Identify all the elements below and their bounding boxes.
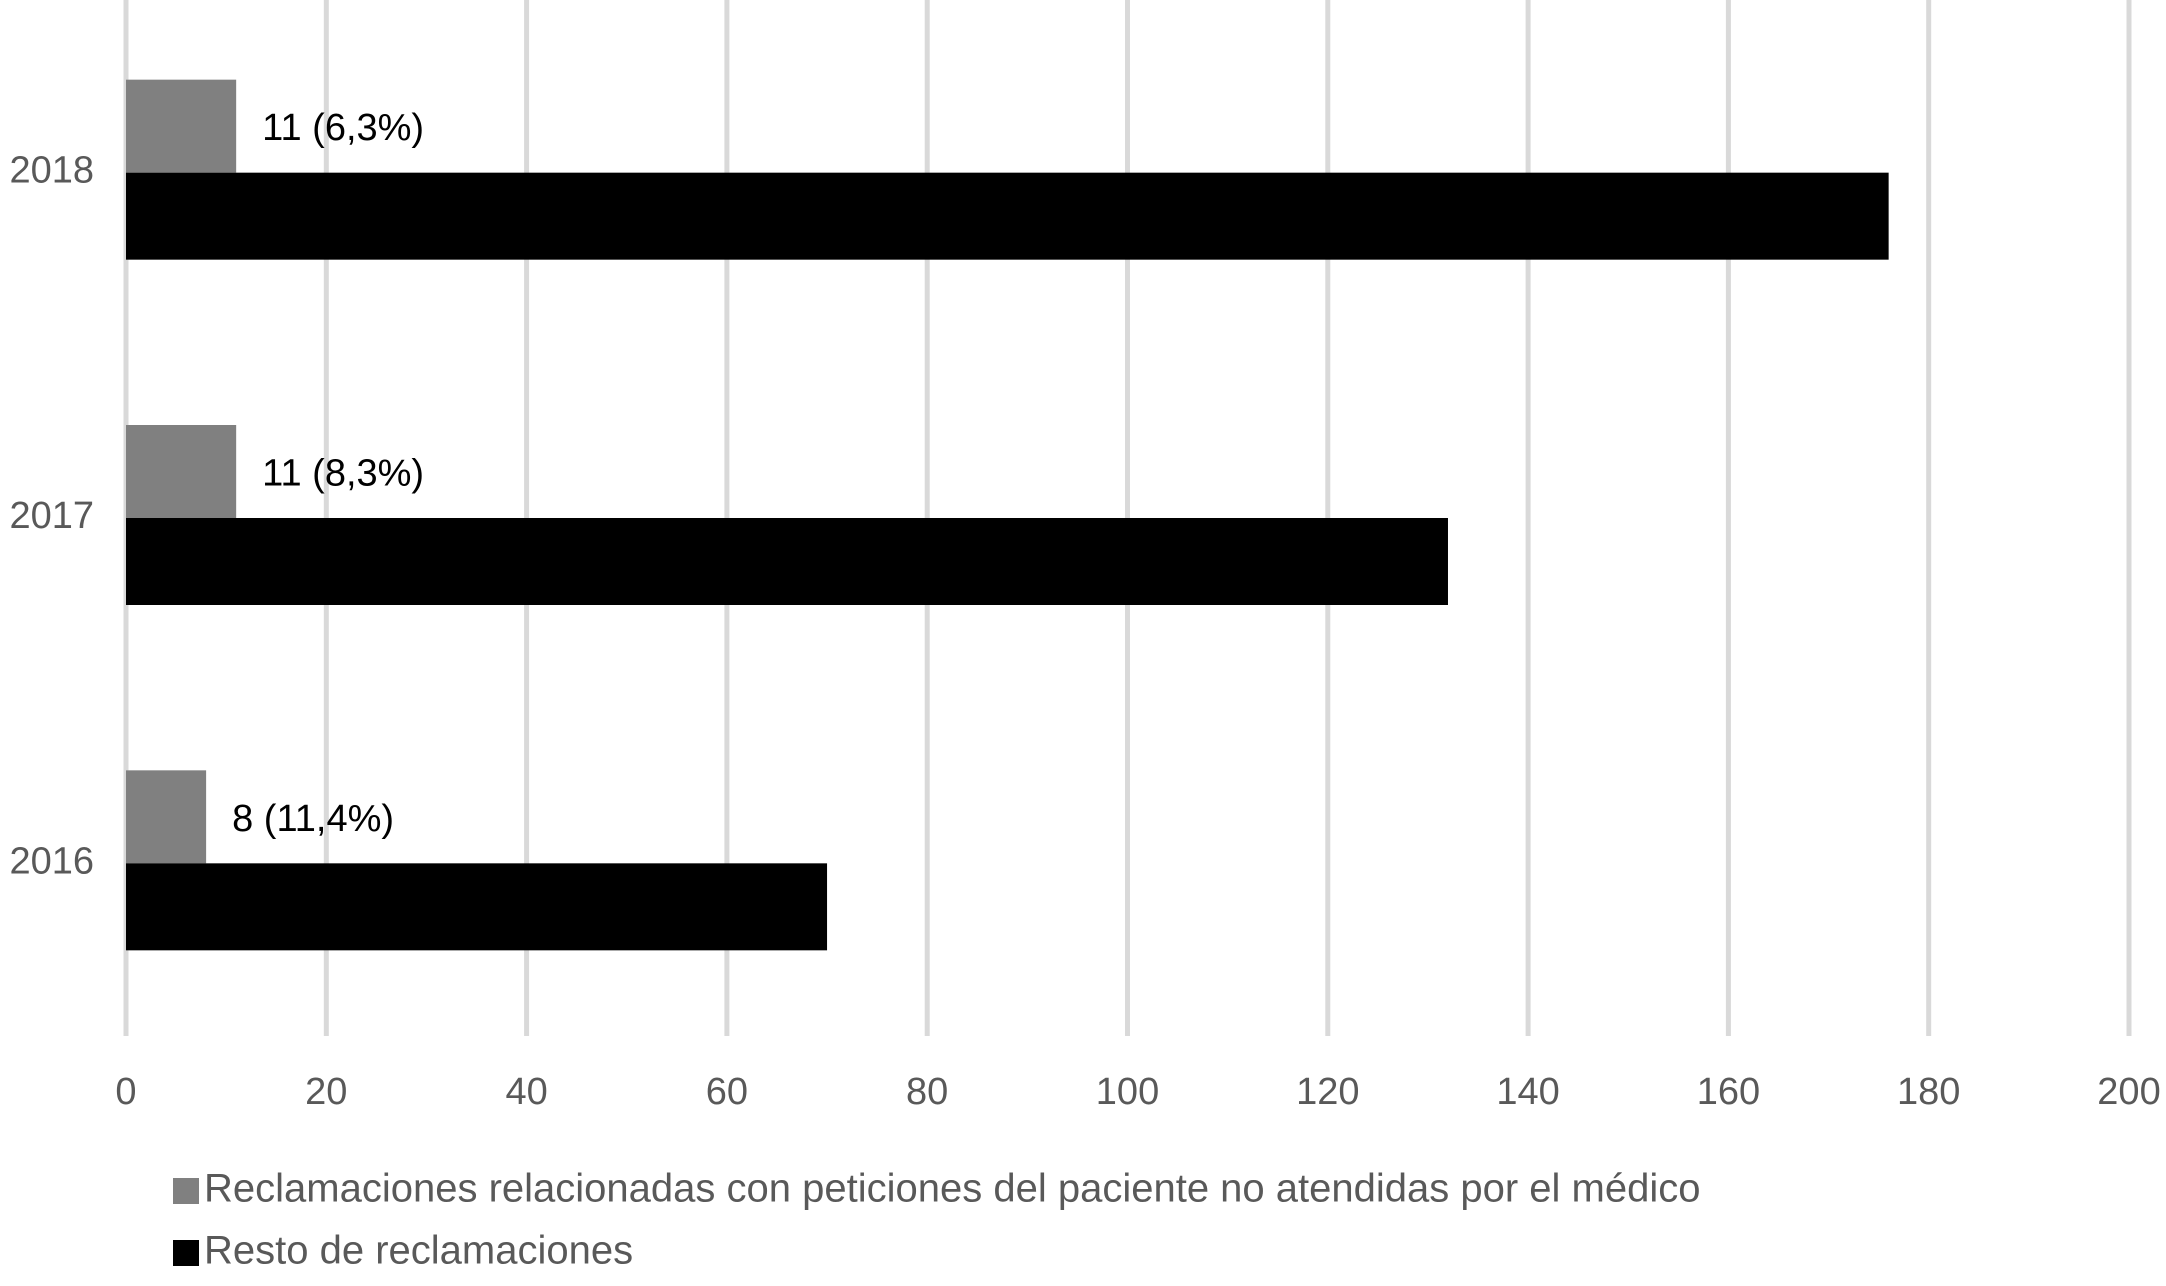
x-tick-label: 180 [1897,1071,1960,1113]
legend-swatch [173,1178,199,1204]
data-label: 11 (6,3%) [262,107,424,149]
x-tick-label: 80 [906,1071,948,1113]
bar [126,172,1889,260]
x-tick-label: 20 [305,1071,347,1113]
x-tick-label: 200 [2097,1071,2160,1113]
data-label: 8 (11,4%) [232,798,394,840]
y-tick-label: 2018 [9,150,94,192]
bar [126,770,207,864]
x-tick-label: 60 [706,1071,748,1113]
x-tick-label: 120 [1296,1071,1359,1113]
bar [126,79,237,173]
x-tick-label: 100 [1096,1071,1159,1113]
legend-label: Resto de reclamaciones [204,1229,633,1273]
bar [126,863,828,951]
x-tick-label: 160 [1697,1071,1760,1113]
x-tick-label: 140 [1496,1071,1559,1113]
y-tick-label: 2017 [9,495,94,537]
y-tick-label: 2016 [9,840,94,882]
bar [126,518,1448,605]
data-label: 11 (8,3%) [262,453,424,495]
x-tick-label: 40 [505,1071,547,1113]
bar [126,425,237,518]
x-tick-label: 0 [115,1071,136,1113]
legend-swatch [173,1240,199,1266]
legend-label: Reclamaciones relacionadas con peticione… [204,1167,1700,1211]
